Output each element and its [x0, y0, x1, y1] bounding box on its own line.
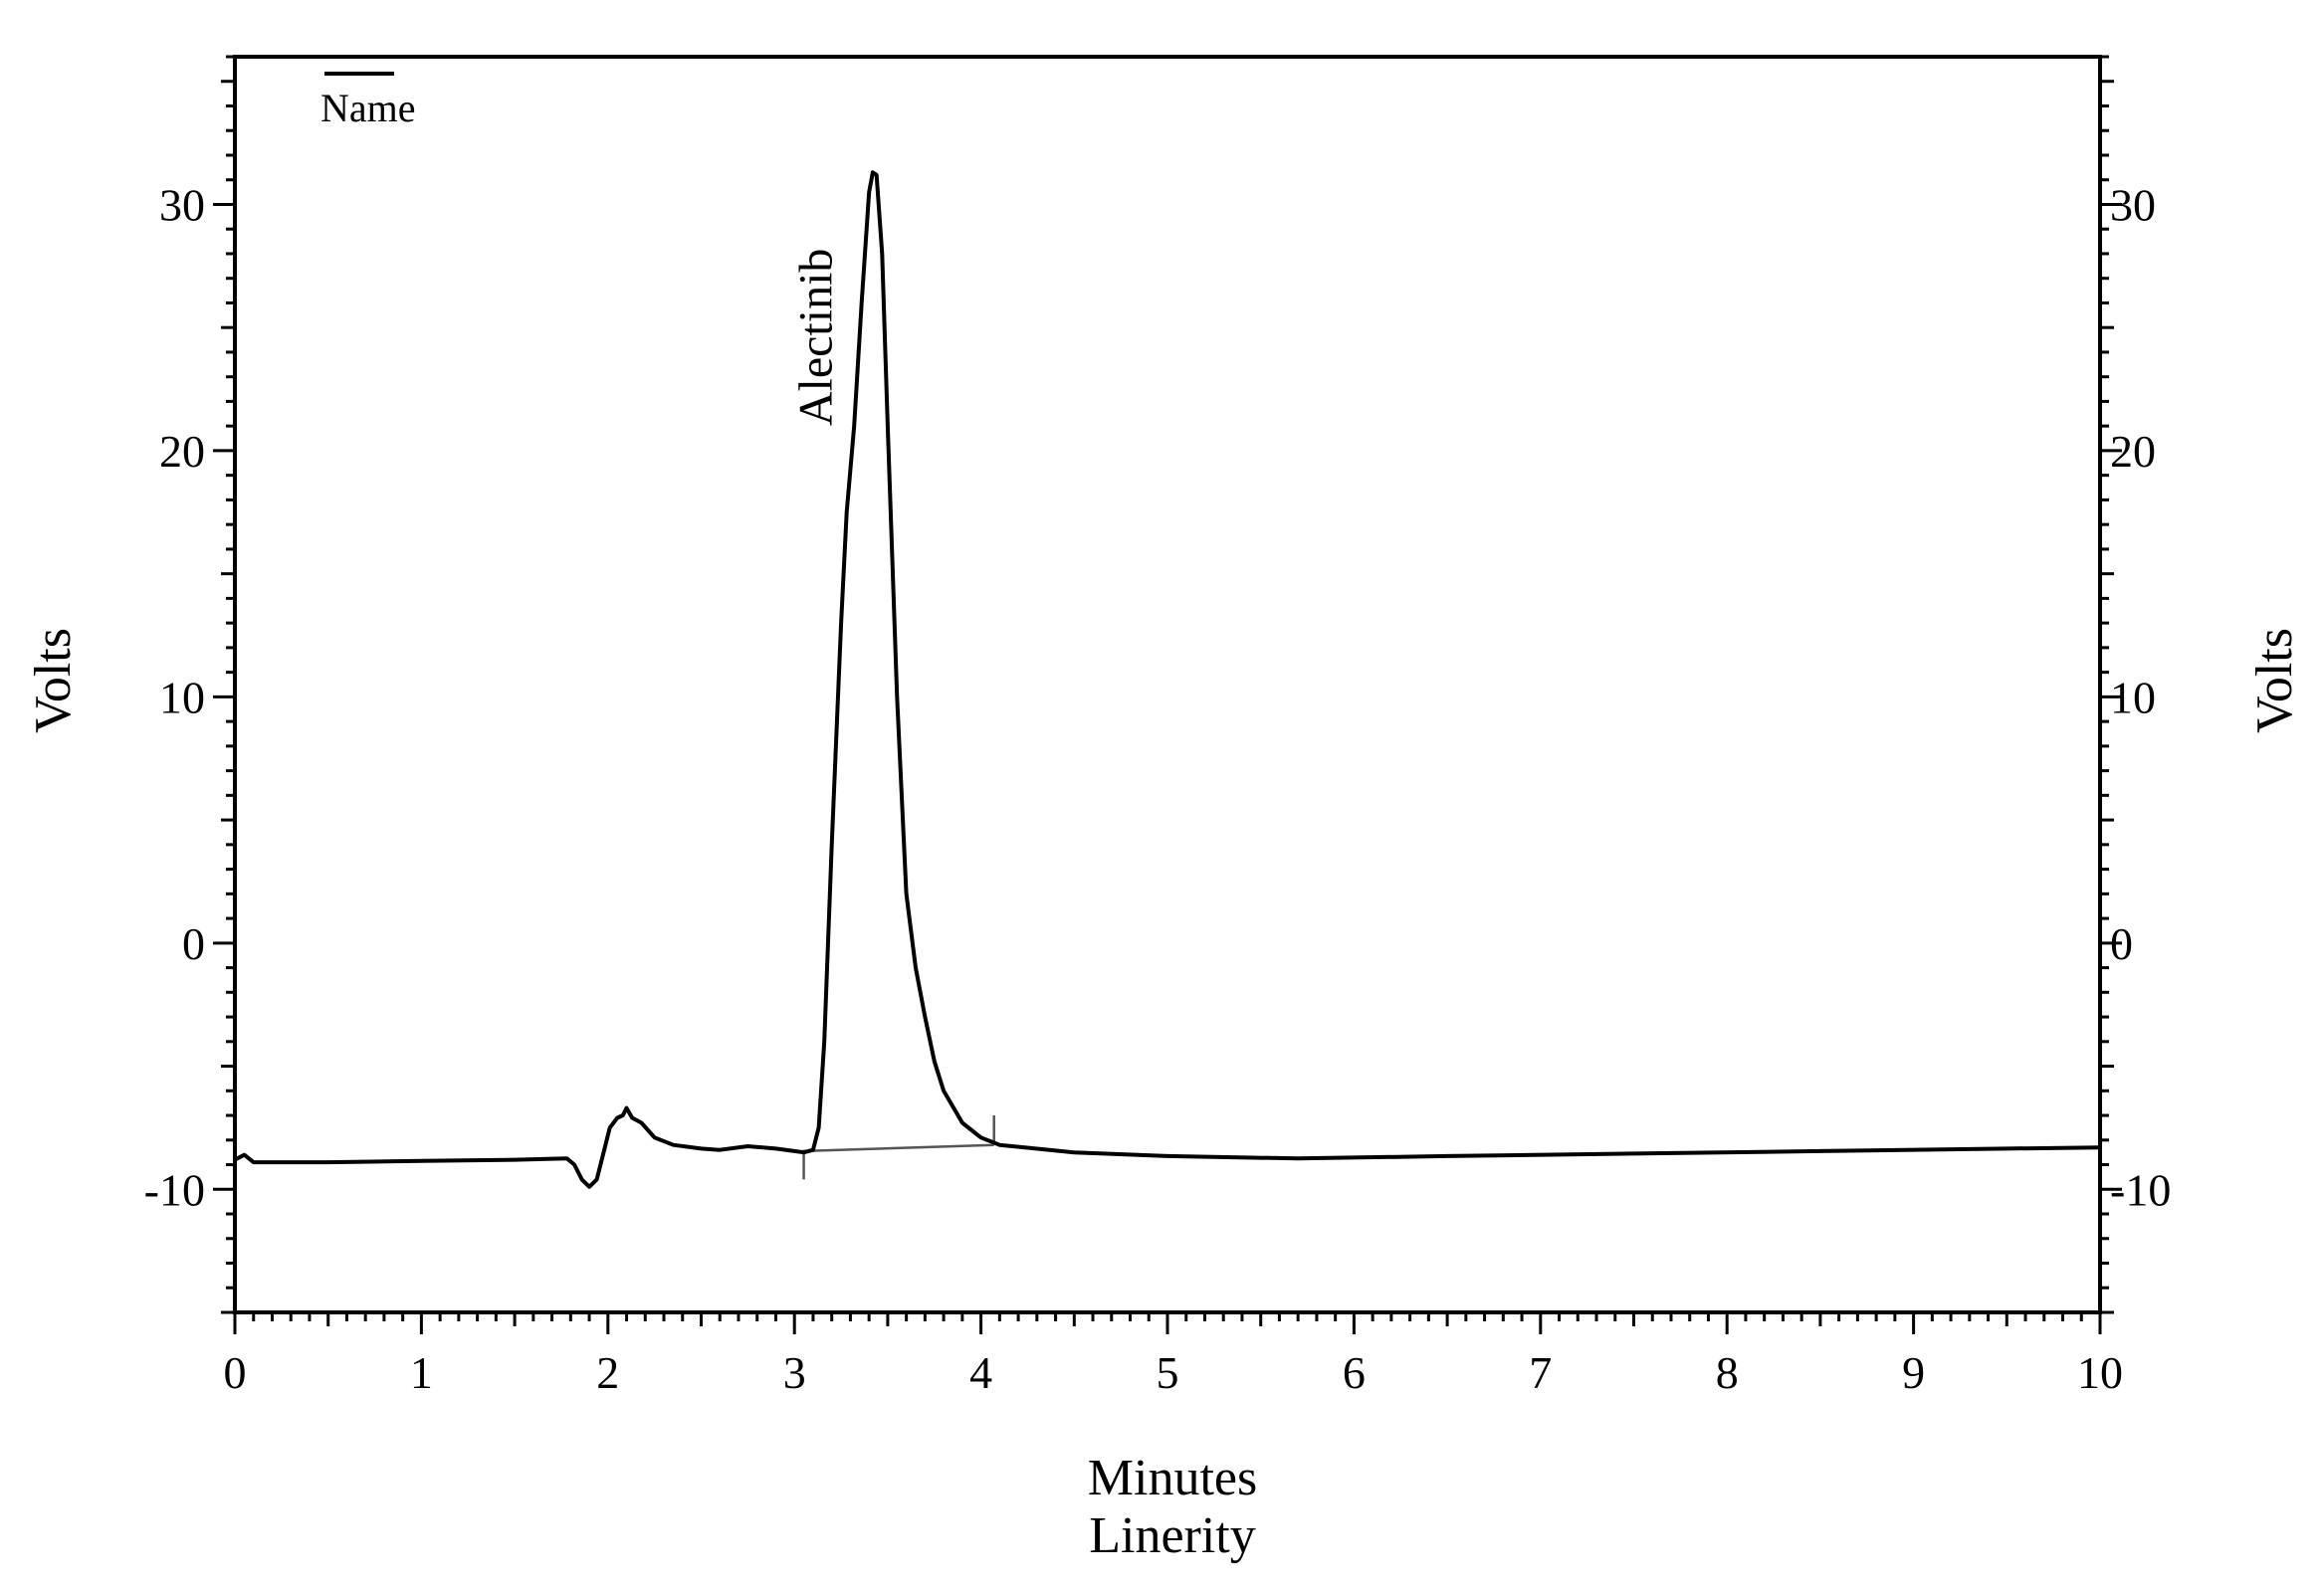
- tick-labels: 0 1 2 3 4 5 6 7 8 9 10 -10 -10 0 0 10 10 20 20 30 30: [144, 179, 2172, 1398]
- y-tick-label-right: 10: [2110, 672, 2156, 722]
- x-tick-label: 5: [1157, 1347, 1179, 1398]
- y-tick-label-left: -10: [144, 1164, 205, 1215]
- baseline-line: [803, 1143, 994, 1153]
- y-axis-label-right: Volts: [2246, 628, 2303, 733]
- axis-ticks: [213, 55, 2122, 1334]
- x-tick-label: 8: [1716, 1347, 1739, 1398]
- x-tick-label: 9: [1902, 1347, 1925, 1398]
- y-axis-label-left: Volts: [25, 628, 82, 733]
- x-tick-label: 1: [410, 1347, 433, 1398]
- x-tick-label: 3: [783, 1347, 806, 1398]
- y-tick-label-left: 0: [182, 918, 205, 969]
- y-tick-label-left: 30: [159, 179, 205, 230]
- x-tick-label: 7: [1529, 1347, 1552, 1398]
- peak-label-alectinib: Alectinib: [790, 249, 843, 427]
- legend-entry-label: Name: [320, 86, 416, 130]
- x-tick-label: 2: [596, 1347, 619, 1398]
- x-axis-subtitle: Linerity: [1089, 1507, 1256, 1564]
- x-axis-label: Minutes: [1088, 1450, 1257, 1506]
- x-tick-label: 4: [969, 1347, 992, 1398]
- y-tick-label-left: 20: [159, 426, 205, 477]
- y-tick-label-right: -10: [2110, 1164, 2171, 1215]
- x-tick-label: 10: [2077, 1347, 2123, 1398]
- y-tick-label-right: 0: [2110, 918, 2133, 969]
- plot-frame: [233, 55, 2102, 1314]
- y-tick-label-right: 30: [2110, 179, 2156, 230]
- x-tick-label: 0: [224, 1347, 247, 1398]
- chromatogram-trace: [234, 170, 2101, 1189]
- y-tick-label-right: 20: [2110, 426, 2156, 477]
- x-tick-label: 6: [1343, 1347, 1366, 1398]
- y-tick-label-left: 10: [159, 672, 205, 722]
- integration-baseline: [802, 1115, 995, 1180]
